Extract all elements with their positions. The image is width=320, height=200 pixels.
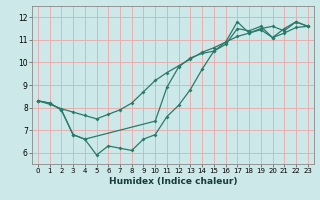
X-axis label: Humidex (Indice chaleur): Humidex (Indice chaleur): [108, 177, 237, 186]
